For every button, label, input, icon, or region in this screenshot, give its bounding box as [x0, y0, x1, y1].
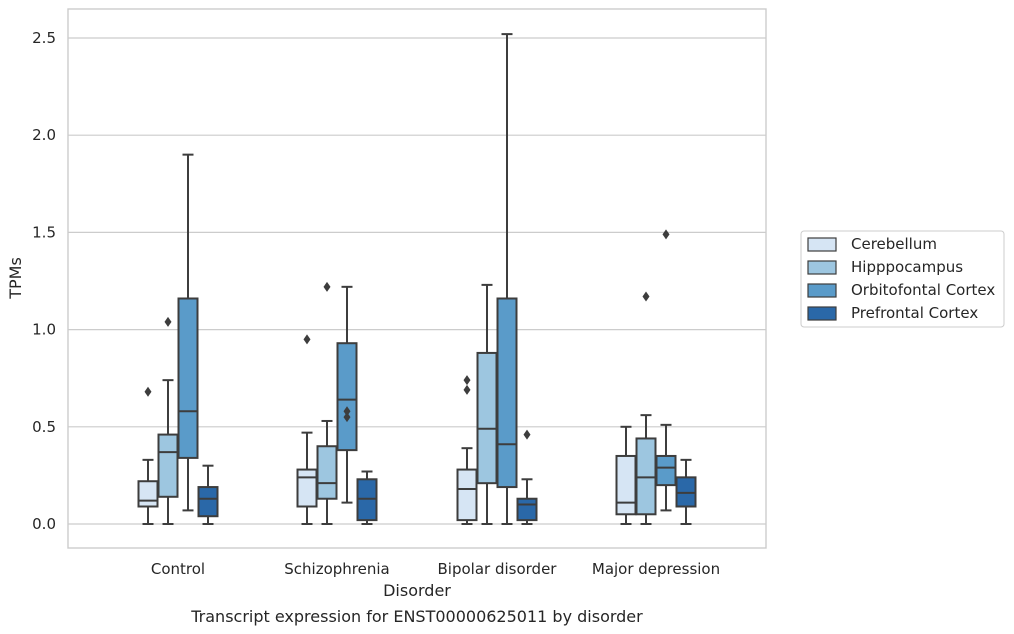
outlier-point: [343, 412, 351, 423]
box-cerebellum: [456, 375, 478, 525]
box-iqr: [336, 342, 358, 452]
legend-label: Cerebellum: [851, 235, 937, 253]
box-iqr: [655, 454, 677, 487]
box-prefrontal-cortex: [356, 470, 378, 525]
legend-label: Hipppocampus: [851, 258, 963, 276]
box-iqr: [296, 468, 318, 508]
box-orbitofontal-cortex: [177, 153, 199, 512]
legend-swatch: [807, 283, 837, 298]
box-prefrontal-cortex: [516, 429, 538, 525]
outlier-point: [323, 281, 331, 292]
y-tick-label: 2.5: [32, 29, 56, 47]
legend-swatch: [807, 237, 837, 252]
box-iqr: [177, 297, 199, 459]
y-axis-ticks: 0.0 0.5 1.0 1.5 2.0 2.5: [32, 29, 56, 533]
x-tick-label: Major depression: [592, 560, 720, 578]
outlier-point: [303, 334, 311, 345]
box-iqr: [137, 480, 159, 508]
y-axis-label: TPMs: [6, 257, 25, 300]
x-tick-label: Schizophrenia: [284, 560, 389, 578]
legend-frame: [800, 230, 1005, 328]
box-iqr: [496, 297, 518, 489]
box-prefrontal-cortex: [197, 464, 219, 525]
box-orbitofontal-cortex: [655, 229, 677, 512]
legend: Cerebellum Hipppocampus Orbitofontal Corte…: [800, 230, 1005, 328]
x-tick-label: Bipolar disorder: [438, 560, 558, 578]
outlier-point: [343, 406, 351, 417]
box-iqr: [476, 351, 498, 485]
boxes: [137, 33, 697, 525]
outlier-point: [164, 316, 172, 327]
legend-label: Prefrontal Cortex: [851, 304, 978, 322]
chart-caption: Transcript expression for ENST0000062501…: [190, 607, 643, 626]
box-iqr: [316, 445, 338, 500]
box-iqr: [197, 486, 219, 518]
box-iqr: [157, 433, 179, 498]
y-tick-label: 1.5: [32, 223, 56, 241]
outlier-point: [463, 384, 471, 395]
legend-label: Orbitofontal Cortex: [851, 281, 995, 299]
x-axis-label: Disorder: [383, 581, 451, 600]
box-orbitofontal-cortex: [336, 285, 358, 504]
outlier-point: [523, 429, 531, 440]
y-tick-label: 2.0: [32, 126, 56, 144]
box-iqr: [516, 497, 538, 522]
box-hipppocampus: [316, 281, 338, 525]
box-iqr: [456, 468, 478, 522]
box-orbitofontal-cortex: [496, 33, 518, 525]
x-axis-ticks: Control Schizophrenia Bipolar disorder Majo…: [151, 560, 720, 578]
y-tick-label: 1.0: [32, 321, 56, 339]
box-hipppocampus: [157, 316, 179, 525]
box-hipppocampus: [476, 283, 498, 525]
box-cerebellum: [615, 425, 637, 525]
outlier-point: [642, 291, 650, 302]
outlier-point: [463, 375, 471, 386]
plot-area-frame: [67, 8, 767, 549]
box-hipppocampus: [635, 291, 657, 525]
y-tick-label: 0.0: [32, 515, 56, 533]
box-cerebellum: [137, 386, 159, 525]
legend-swatch: [807, 306, 837, 321]
legend-swatch: [807, 260, 837, 275]
x-tick-label: Control: [151, 560, 205, 578]
outlier-point: [144, 386, 152, 397]
box-prefrontal-cortex: [675, 458, 697, 525]
outlier-point: [662, 229, 670, 240]
y-tick-label: 0.5: [32, 418, 56, 436]
box-cerebellum: [296, 334, 318, 525]
box-iqr: [615, 454, 637, 516]
